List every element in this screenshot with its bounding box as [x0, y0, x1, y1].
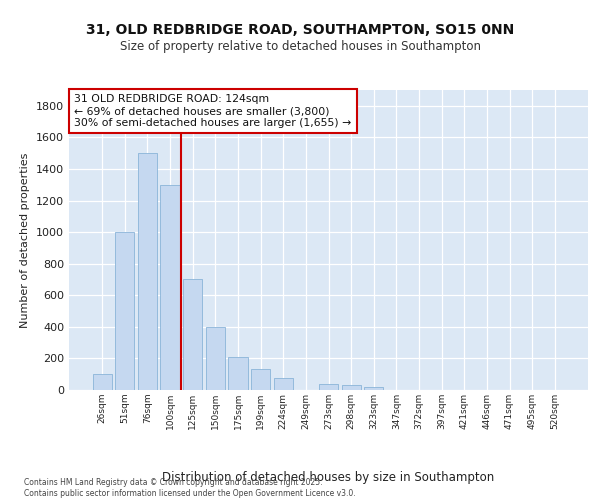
Bar: [115, 232, 134, 390]
Bar: [319, 384, 338, 390]
Bar: [251, 370, 270, 390]
Text: Contains HM Land Registry data © Crown copyright and database right 2025.
Contai: Contains HM Land Registry data © Crown c…: [24, 478, 356, 498]
Bar: [138, 153, 157, 390]
Y-axis label: Number of detached properties: Number of detached properties: [20, 152, 31, 328]
Bar: [92, 374, 112, 390]
Text: 31 OLD REDBRIDGE ROAD: 124sqm
← 69% of detached houses are smaller (3,800)
30% o: 31 OLD REDBRIDGE ROAD: 124sqm ← 69% of d…: [74, 94, 352, 128]
Text: 31, OLD REDBRIDGE ROAD, SOUTHAMPTON, SO15 0NN: 31, OLD REDBRIDGE ROAD, SOUTHAMPTON, SO1…: [86, 22, 514, 36]
Bar: [160, 184, 180, 390]
Text: Size of property relative to detached houses in Southampton: Size of property relative to detached ho…: [119, 40, 481, 53]
Bar: [364, 387, 383, 390]
Bar: [206, 327, 225, 390]
Bar: [183, 280, 202, 390]
Bar: [274, 378, 293, 390]
X-axis label: Distribution of detached houses by size in Southampton: Distribution of detached houses by size …: [163, 471, 494, 484]
Bar: [229, 357, 248, 390]
Bar: [341, 386, 361, 390]
